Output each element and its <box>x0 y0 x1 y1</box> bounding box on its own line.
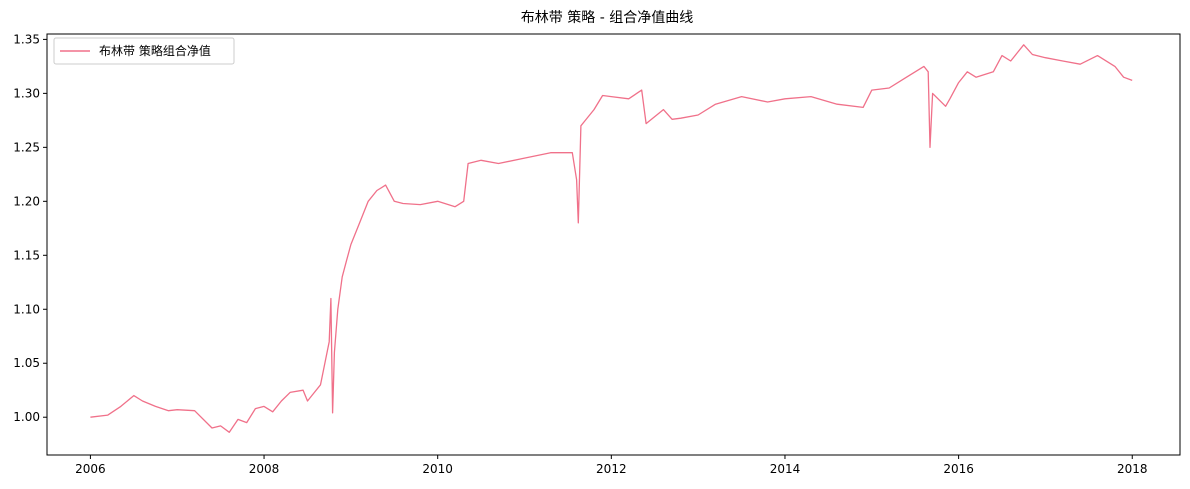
legend: 布林带 策略组合净值 <box>53 37 235 65</box>
x-tick-label: 2014 <box>770 462 801 476</box>
legend-label: 布林带 策略组合净值 <box>99 43 211 58</box>
y-tick-label: 1.30 <box>13 86 40 100</box>
y-tick-label: 1.05 <box>13 356 40 370</box>
y-tick-label: 1.35 <box>13 32 40 46</box>
y-tick-label: 1.00 <box>13 410 40 424</box>
x-axis: 2006 2008 2010 2012 2014 2016 2018 <box>75 455 1148 476</box>
y-axis: 1.00 1.05 1.10 1.15 1.20 1.25 1.30 1.35 <box>13 32 47 424</box>
legend-box <box>53 37 235 65</box>
series-layer <box>90 44 1133 433</box>
x-tick-label: 2018 <box>1117 462 1148 476</box>
chart-title: 布林带 策略 - 组合净值曲线 <box>521 9 693 26</box>
x-tick-label: 2012 <box>596 462 627 476</box>
y-tick-label: 1.25 <box>13 140 40 154</box>
x-tick-label: 2008 <box>249 462 280 476</box>
plot-area-frame <box>46 33 1181 456</box>
x-tick-label: 2010 <box>422 462 453 476</box>
x-tick-label: 2006 <box>75 462 106 476</box>
series-line-net-value <box>90 44 1133 433</box>
x-tick-label: 2016 <box>943 462 974 476</box>
y-tick-label: 1.15 <box>13 248 40 262</box>
y-tick-label: 1.20 <box>13 194 40 208</box>
y-tick-label: 1.10 <box>13 302 40 316</box>
